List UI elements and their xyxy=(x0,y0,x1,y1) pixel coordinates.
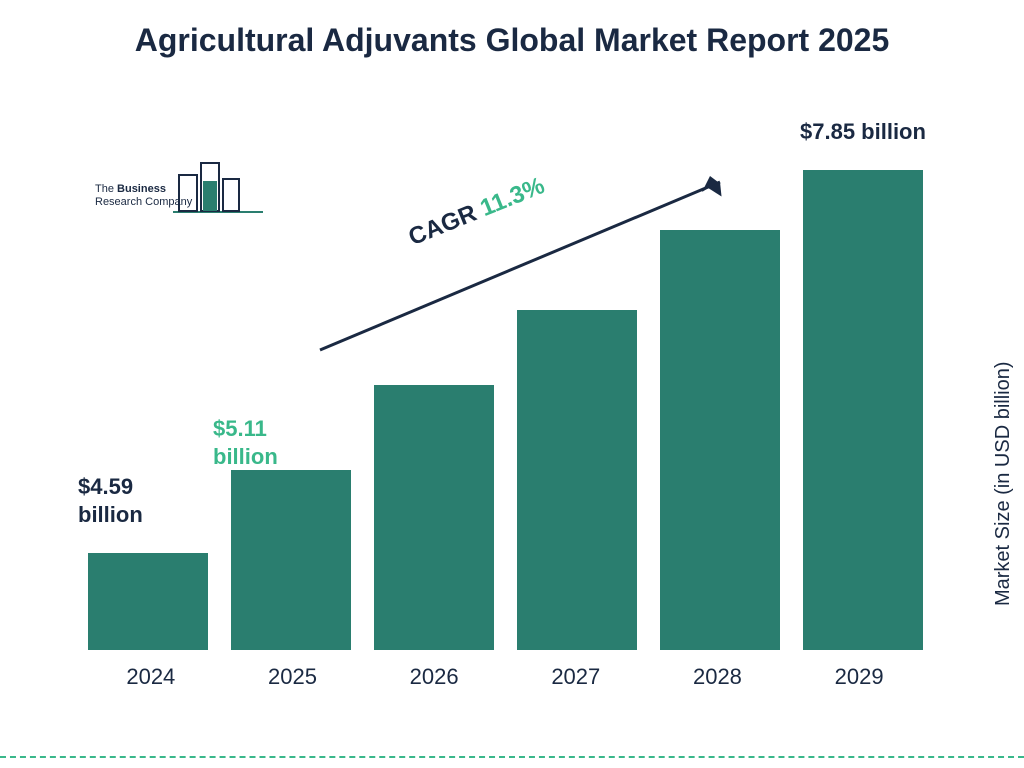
bar-2024 xyxy=(80,553,215,650)
value-label-2029: $7.85 billion xyxy=(800,118,926,146)
bar-rect-2029 xyxy=(803,170,923,650)
value-2024-line1: $4.59 xyxy=(78,474,133,499)
x-axis-labels: 2024 2025 2026 2027 2028 2029 xyxy=(80,664,930,690)
value-2025-line1: $5.11 xyxy=(213,416,267,441)
value-2025-line2: billion xyxy=(213,444,278,469)
xlabel-2026: 2026 xyxy=(364,664,504,690)
bar-2029 xyxy=(795,170,930,650)
xlabel-2027: 2027 xyxy=(506,664,646,690)
y-axis-label: Market Size (in USD billion) xyxy=(993,362,1016,607)
bar-2027 xyxy=(509,310,644,650)
value-label-2024: $4.59 billion xyxy=(78,473,143,528)
chart-title: Agricultural Adjuvants Global Market Rep… xyxy=(0,20,1024,62)
bar-2026 xyxy=(366,385,501,650)
value-2024-line2: billion xyxy=(78,502,143,527)
xlabel-2028: 2028 xyxy=(647,664,787,690)
bar-2025 xyxy=(223,470,358,650)
bar-rect-2025 xyxy=(231,470,351,650)
bar-rect-2026 xyxy=(374,385,494,650)
bar-rect-2024 xyxy=(88,553,208,650)
bar-rect-2027 xyxy=(517,310,637,650)
value-label-2025: $5.11 billion xyxy=(213,415,278,470)
xlabel-2025: 2025 xyxy=(222,664,362,690)
bottom-dashed-line xyxy=(0,756,1024,758)
xlabel-2029: 2029 xyxy=(789,664,929,690)
xlabel-2024: 2024 xyxy=(81,664,221,690)
